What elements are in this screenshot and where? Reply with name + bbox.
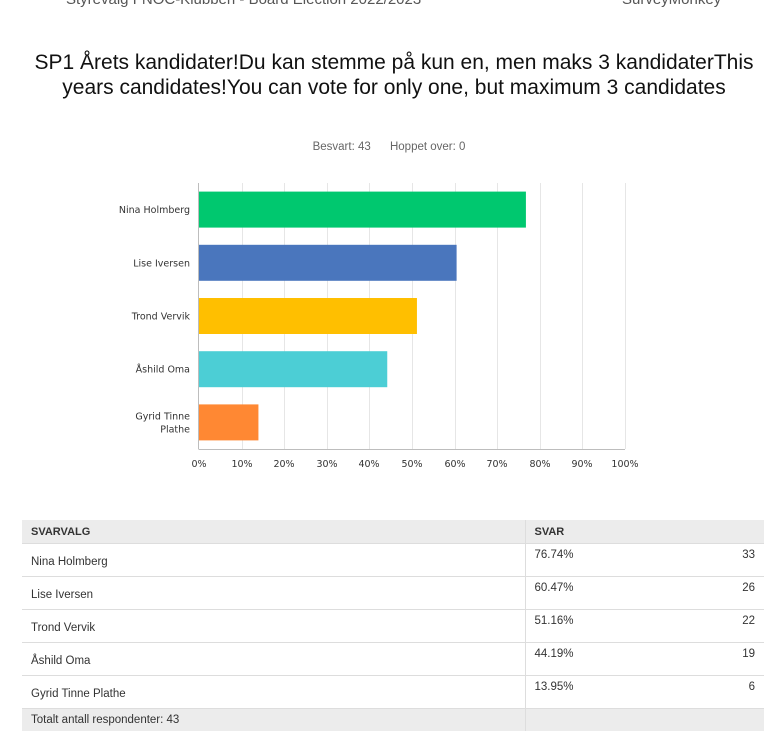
question-title: SP1 Årets kandidater!Du kan stemme på ku… [20,50,768,100]
total-empty-cell [525,709,764,731]
row-count: 33 [645,544,764,577]
row-percent: 60.47% [525,577,645,610]
row-choice: Nina Holmberg [22,544,525,577]
category-label: Trond Vervik [131,312,191,323]
skipped-count: Hoppet over: 0 [390,141,465,153]
row-percent: 76.74% [525,544,645,577]
row-percent: 13.95% [525,676,645,709]
x-tick-label: 70% [486,459,507,470]
header-choice: SVARVALG [22,520,525,544]
bar-chart: 0% 10% 20% 30% 40% 50% 60% 70% 80% 90% 100% Nina Ho… [0,180,778,480]
category-label: Åshild Oma [136,364,190,376]
category-label: Lise Iversen [133,258,190,269]
table-header-row: SVARVALG SVAR [22,520,764,544]
x-tick-label: 100% [611,459,638,470]
table-row: Trond Vervik 51.16% 22 [22,610,764,643]
table-row: Nina Holmberg 76.74% 33 [22,544,764,577]
row-percent: 44.19% [525,643,645,676]
bar [199,298,417,334]
table-row: Lise Iversen 60.47% 26 [22,577,764,610]
answered-count: Besvart: 43 [313,141,371,153]
bar [199,351,387,387]
page-header: Styrevalg FNOC-Klubben - Board Election … [0,0,778,8]
row-choice: Gyrid Tinne Plathe [22,676,525,709]
row-count: 22 [645,610,764,643]
row-choice: Åshild Oma [22,643,525,676]
x-tick-label: 50% [401,459,422,470]
total-respondents: Totalt antall respondenter: 43 [22,709,525,731]
x-tick-label: 60% [444,459,465,470]
row-choice: Lise Iversen [22,577,525,610]
row-count: 26 [645,577,764,610]
table-row: Åshild Oma 44.19% 19 [22,643,764,676]
category-label: Nina Holmberg [119,205,190,216]
table-row: Gyrid Tinne Plathe 13.95% 6 [22,676,764,709]
x-tick-label: 20% [273,459,294,470]
row-count: 6 [645,676,764,709]
response-stats: Besvart: 43 Hoppet over: 0 [0,141,778,153]
row-choice: Trond Vervik [22,610,525,643]
results-table: SVARVALG SVAR Nina Holmberg 76.74% 33 Li… [22,520,764,731]
x-tick-label: 80% [529,459,550,470]
x-tick-label: 10% [231,459,252,470]
brand-name: SurveyMonkey [622,0,721,8]
x-tick-label: 40% [358,459,379,470]
header-answers: SVAR [525,520,764,544]
x-tick-label: 30% [316,459,337,470]
row-count: 19 [645,643,764,676]
survey-title: Styrevalg FNOC-Klubben - Board Election … [66,0,421,8]
x-tick-label: 0% [191,459,206,470]
x-tick-label: 90% [571,459,592,470]
total-row: Totalt antall respondenter: 43 [22,709,764,731]
bar [199,245,457,281]
bar [199,404,258,440]
bar [199,192,526,228]
row-percent: 51.16% [525,610,645,643]
